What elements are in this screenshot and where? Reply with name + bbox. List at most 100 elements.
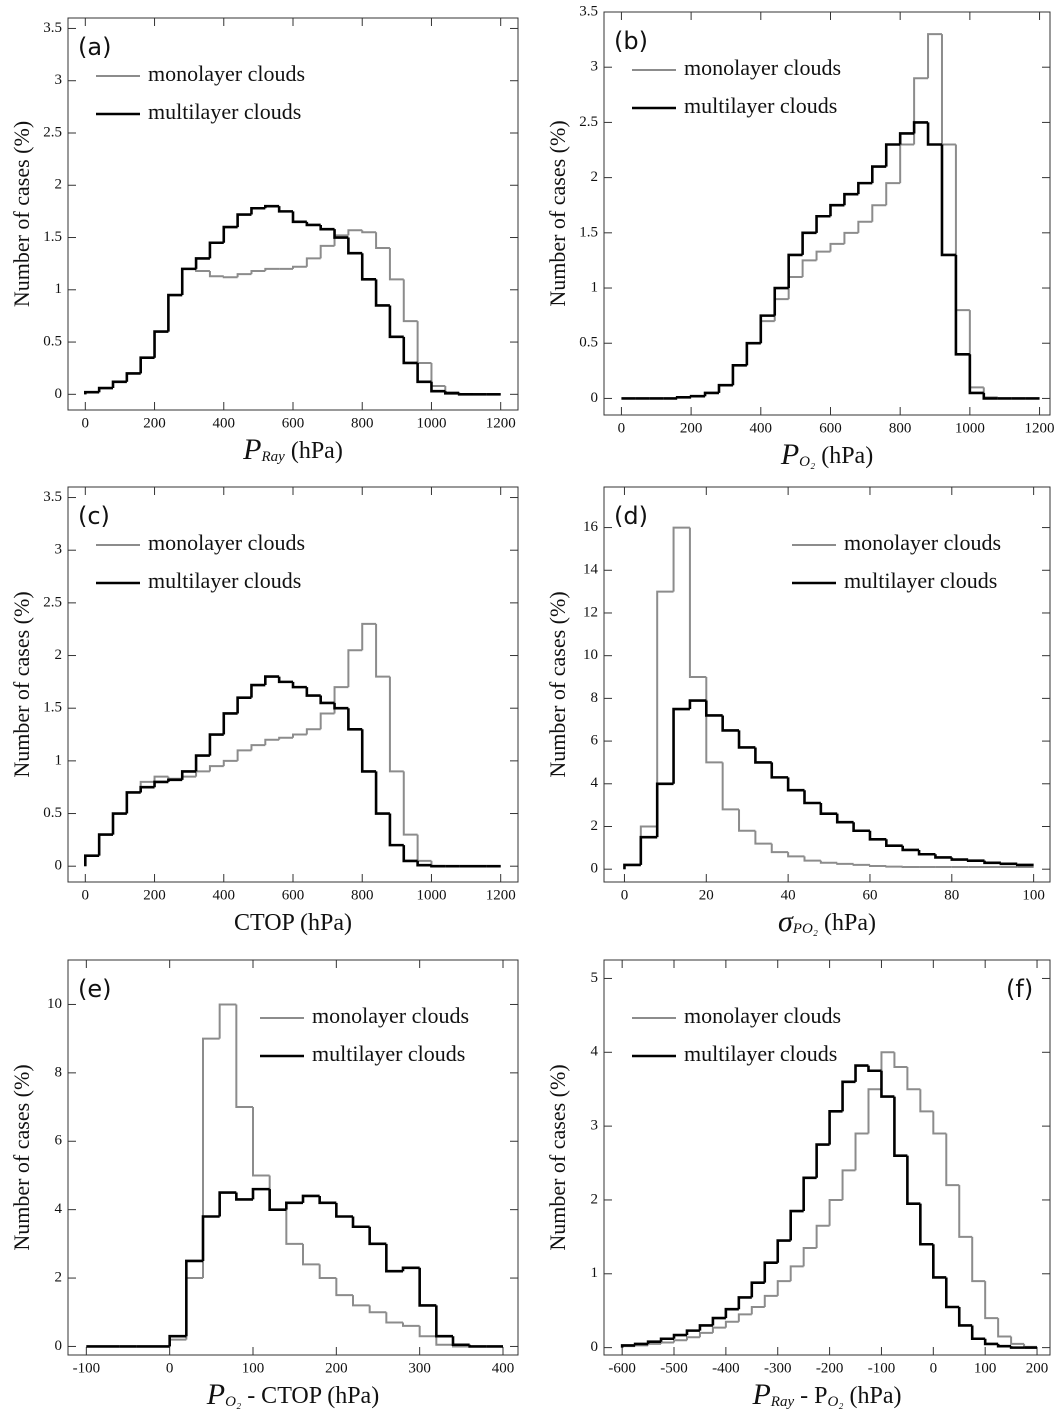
hist-step bbox=[836, 862, 854, 865]
hist-step bbox=[195, 268, 210, 272]
x-tick-label: -600 bbox=[608, 1360, 636, 1376]
hist-step bbox=[623, 863, 641, 870]
hist-step bbox=[402, 336, 418, 365]
y-tick-label: 12 bbox=[583, 604, 598, 620]
x-tick-label: 400 bbox=[492, 1360, 515, 1376]
hist-step bbox=[319, 712, 335, 730]
hist-step bbox=[285, 1209, 303, 1245]
legend-label: multilayer clouds bbox=[148, 99, 301, 124]
hist-step bbox=[291, 681, 307, 689]
hist-step bbox=[167, 293, 183, 332]
y-tick-label: 4 bbox=[55, 1201, 63, 1217]
hist-step bbox=[430, 381, 446, 393]
hist-step bbox=[235, 1004, 253, 1109]
hist-step bbox=[703, 391, 719, 397]
hist-step bbox=[857, 181, 873, 195]
hist-step bbox=[264, 267, 280, 271]
hist-step bbox=[893, 1096, 908, 1157]
y-tick-label: 3.5 bbox=[43, 489, 62, 505]
hist-step bbox=[236, 696, 252, 714]
hist-step bbox=[418, 1267, 437, 1307]
plot-frame bbox=[603, 486, 1051, 883]
hist-step bbox=[750, 1281, 765, 1298]
hist-step bbox=[139, 785, 155, 793]
panel-label: (c) bbox=[78, 502, 110, 530]
hist-step bbox=[852, 822, 870, 833]
hist-step bbox=[236, 213, 252, 228]
hist-step bbox=[208, 765, 224, 772]
hist-step bbox=[698, 1331, 713, 1338]
hist-step bbox=[646, 1340, 662, 1344]
x-tick-label: 100 bbox=[242, 1360, 265, 1376]
x-tick-label: -400 bbox=[712, 1360, 740, 1376]
y-tick-label: 8 bbox=[591, 690, 599, 706]
legend-label: multilayer clouds bbox=[148, 568, 301, 593]
hist-step bbox=[402, 279, 418, 323]
hist-step bbox=[194, 754, 210, 772]
hist-step bbox=[251, 1187, 270, 1200]
hist-step bbox=[704, 700, 723, 717]
hist-step bbox=[899, 143, 915, 184]
hist-step bbox=[776, 1280, 791, 1296]
hist-step bbox=[803, 856, 821, 862]
hist-step bbox=[352, 1295, 370, 1307]
hist-step bbox=[361, 230, 377, 234]
hist-step bbox=[168, 1334, 187, 1347]
hist-step bbox=[803, 790, 821, 805]
hist-step bbox=[884, 143, 901, 167]
hist-step bbox=[685, 1336, 700, 1341]
plot-frame bbox=[603, 11, 1051, 416]
hist-step bbox=[970, 1325, 986, 1341]
hist-step bbox=[944, 1277, 960, 1309]
hist-step bbox=[968, 310, 984, 389]
hist-step bbox=[401, 1266, 420, 1272]
hist-step bbox=[181, 267, 197, 296]
hist-step bbox=[620, 1344, 636, 1348]
x-tick-label: -200 bbox=[816, 1360, 844, 1376]
hist-step bbox=[731, 364, 747, 386]
hist-step bbox=[738, 809, 756, 832]
hist-step bbox=[754, 830, 772, 845]
hist-step bbox=[97, 386, 113, 393]
x-tick-label: -500 bbox=[660, 1360, 688, 1376]
hist-step bbox=[958, 1185, 973, 1238]
y-axis-label: Number of cases (%) bbox=[9, 121, 34, 307]
panel: -600 -500 -400 -300 -200 -100 0 100 200 0 1 2 3 4 5 Num… bbox=[545, 959, 1051, 1411]
plot-frame bbox=[67, 959, 519, 1356]
x-tick-label: 600 bbox=[282, 887, 305, 903]
hist-step bbox=[675, 396, 692, 399]
y-tick-label: 1 bbox=[55, 752, 63, 768]
hist-step bbox=[268, 1189, 287, 1211]
hist-step bbox=[763, 1261, 778, 1283]
x-tick-label: 80 bbox=[944, 887, 959, 903]
hist-step bbox=[236, 749, 252, 761]
x-tick-label: 0 bbox=[930, 1360, 938, 1376]
hist-step bbox=[787, 852, 805, 858]
y-axis-label: Number of cases (%) bbox=[545, 120, 570, 306]
hist-step bbox=[829, 203, 845, 217]
legend-label: monolayer clouds bbox=[684, 1003, 841, 1028]
hist-step bbox=[957, 1307, 973, 1327]
hist-step bbox=[252, 1107, 270, 1177]
x-tick-label: 800 bbox=[889, 420, 912, 436]
x-tick-label: 400 bbox=[213, 415, 236, 431]
hist-step bbox=[319, 244, 335, 259]
hist-step bbox=[745, 342, 761, 366]
y-tick-label: 1.5 bbox=[43, 700, 62, 716]
hist-step bbox=[787, 275, 803, 300]
x-axis-label-part: PO₂ bbox=[792, 921, 818, 937]
hist-step bbox=[672, 1333, 687, 1339]
y-tick-label: 3 bbox=[591, 59, 599, 75]
hist-step bbox=[388, 247, 404, 281]
y-tick-label: 2.5 bbox=[579, 114, 598, 130]
hist-step bbox=[250, 744, 266, 751]
hist-step bbox=[870, 165, 887, 184]
legend-label: monolayer clouds bbox=[148, 61, 305, 86]
legend-label: monolayer clouds bbox=[312, 1003, 469, 1028]
x-axis-label-part: (hPa) bbox=[818, 910, 876, 936]
x-tick-label: 200 bbox=[143, 415, 166, 431]
hist-step bbox=[222, 225, 238, 243]
hist-step bbox=[659, 1337, 675, 1342]
hist-step bbox=[655, 782, 674, 838]
x-axis-label-part: P bbox=[780, 438, 799, 471]
